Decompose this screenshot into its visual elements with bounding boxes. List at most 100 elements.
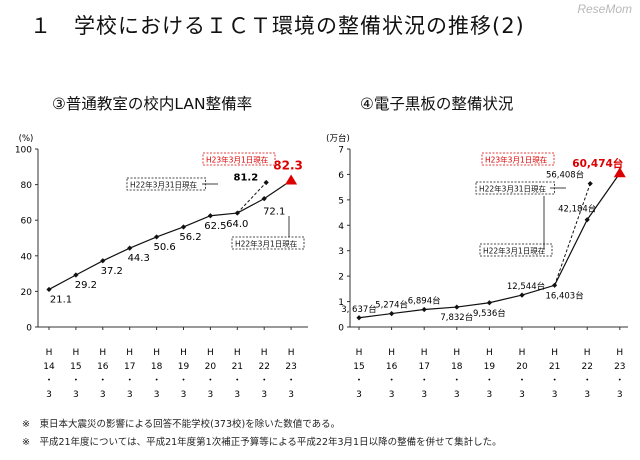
x-tick-label: 23 xyxy=(614,362,625,372)
data-point xyxy=(584,217,590,223)
callout-mar1-box xyxy=(231,236,305,250)
x-tick-label: ・ xyxy=(615,376,624,386)
data-point xyxy=(519,292,525,298)
x-tick-label: 15 xyxy=(353,362,364,372)
side-point xyxy=(587,180,593,187)
data-label: 12,544台 xyxy=(507,281,545,292)
data-point-latest xyxy=(285,174,298,185)
data-point xyxy=(207,213,213,219)
series-line xyxy=(48,180,292,290)
x-tick-label: 3 xyxy=(46,390,52,400)
x-tick-label: 18 xyxy=(151,362,163,372)
x-tick-label: 3 xyxy=(100,390,106,400)
y-tick-label: 7 xyxy=(338,146,344,156)
callout-current-box xyxy=(202,152,276,166)
data-label: 29.2 xyxy=(75,280,97,291)
data-label: 9,536台 xyxy=(473,308,506,319)
data-label: 72.1 xyxy=(263,207,285,218)
side-point-line xyxy=(236,182,267,214)
side-point-label: 56,408台 xyxy=(546,170,584,181)
x-tick-label: ・ xyxy=(583,376,592,386)
x-tick-label: 17 xyxy=(124,362,135,372)
x-tick-label: 3 xyxy=(421,390,427,400)
x-tick-label: ・ xyxy=(71,376,80,386)
x-tick-label: ・ xyxy=(387,376,396,386)
x-tick-label: H xyxy=(453,348,460,358)
callout-current: H23年3月1日現在 xyxy=(485,155,548,165)
x-tick-label: ・ xyxy=(152,376,161,386)
x-tick-label: 19 xyxy=(178,362,190,372)
x-tick-label: 3 xyxy=(261,390,267,400)
data-label: 6,894台 xyxy=(408,295,441,306)
side-point-line xyxy=(554,183,591,286)
x-tick-label: 18 xyxy=(451,362,463,372)
x-tick-label: 3 xyxy=(181,390,187,400)
callout-mar1: H22年3月1日現在 xyxy=(483,246,546,256)
data-point xyxy=(46,286,52,293)
x-tick-label: 3 xyxy=(584,390,590,400)
data-label: 3, 637台 xyxy=(341,304,377,315)
y-tick-label: 20 xyxy=(21,288,33,298)
x-tick-label: ・ xyxy=(452,376,461,386)
x-tick-label: ・ xyxy=(420,376,429,386)
y-tick-label: 100 xyxy=(15,146,32,156)
x-tick-label: ・ xyxy=(125,376,134,386)
x-tick-label: 3 xyxy=(234,390,240,400)
x-tick-label: H xyxy=(584,348,591,358)
data-label: 5,274台 xyxy=(375,300,408,311)
footnote-1: ※ 東日本大震災の影響による回答不能学校(373校)を除いた数値である。 xyxy=(22,419,341,430)
y-axis-label: (%) xyxy=(19,134,34,144)
data-label: 7,832台 xyxy=(440,312,473,323)
data-point xyxy=(73,272,79,278)
data-label: 56.2 xyxy=(179,232,201,243)
data-point xyxy=(486,300,492,306)
x-tick-label: 3 xyxy=(617,390,623,400)
data-point xyxy=(154,234,160,240)
x-tick-label: 3 xyxy=(454,390,460,400)
data-point xyxy=(389,310,395,317)
x-tick-label: 16 xyxy=(97,362,109,372)
footnote-2: ※ 平成21年度については、平成21年度第1次補正予算等による平成22年3月1日… xyxy=(22,437,502,448)
x-tick-label: H xyxy=(126,348,133,358)
x-tick-label: ・ xyxy=(287,376,296,386)
x-tick-label: H xyxy=(356,348,363,358)
callout-current: H23年3月1日現在 xyxy=(206,155,269,165)
x-tick-label: ・ xyxy=(44,376,53,386)
x-tick-label: 3 xyxy=(288,390,294,400)
chart-lan: 0 20 40 60 80 100 (%) H 14 ・ 3 H 15 ・ 3 H 16 ・ 3 H 17 ・ 3 H 18 ・ 3… xyxy=(15,134,308,400)
y-tick-label: 80 xyxy=(21,181,33,191)
x-tick-label: 3 xyxy=(519,390,525,400)
x-tick-label: H xyxy=(153,348,160,358)
y-tick-label: 1 xyxy=(338,298,344,308)
x-tick-label: 17 xyxy=(418,362,429,372)
x-tick-label: ・ xyxy=(206,376,215,386)
x-tick-label: 14 xyxy=(43,362,55,372)
x-tick-label: H xyxy=(616,348,623,358)
x-tick-label: 22 xyxy=(258,362,269,372)
data-point xyxy=(127,245,133,251)
data-label-latest: 82.3 xyxy=(273,159,303,173)
callout-current-box xyxy=(481,152,555,166)
data-point-latest xyxy=(613,167,626,178)
y-tick-label: 5 xyxy=(338,196,344,206)
x-tick-label: 20 xyxy=(205,362,217,372)
x-tick-label: 3 xyxy=(154,390,160,400)
x-tick-label: ・ xyxy=(179,376,188,386)
y-tick-label: 6 xyxy=(338,171,344,181)
data-point xyxy=(552,282,558,288)
data-point xyxy=(356,315,362,321)
x-tick-label: ・ xyxy=(485,376,494,386)
y-tick-label: 0 xyxy=(26,324,32,334)
data-label: 37.2 xyxy=(101,266,123,277)
data-point xyxy=(261,196,267,202)
x-tick-label: H xyxy=(421,348,428,358)
brand-logo: ReseMom xyxy=(577,2,632,16)
side-point xyxy=(263,179,269,186)
y-tick-label: 60 xyxy=(21,217,33,227)
x-tick-label: H xyxy=(388,348,395,358)
callout-mar31: H22年3月31日現在 xyxy=(479,184,546,194)
x-tick-label: 3 xyxy=(127,390,133,400)
x-tick-label: 3 xyxy=(73,390,79,400)
y-tick-label: 0 xyxy=(338,324,344,334)
x-tick-label: 3 xyxy=(389,390,395,400)
